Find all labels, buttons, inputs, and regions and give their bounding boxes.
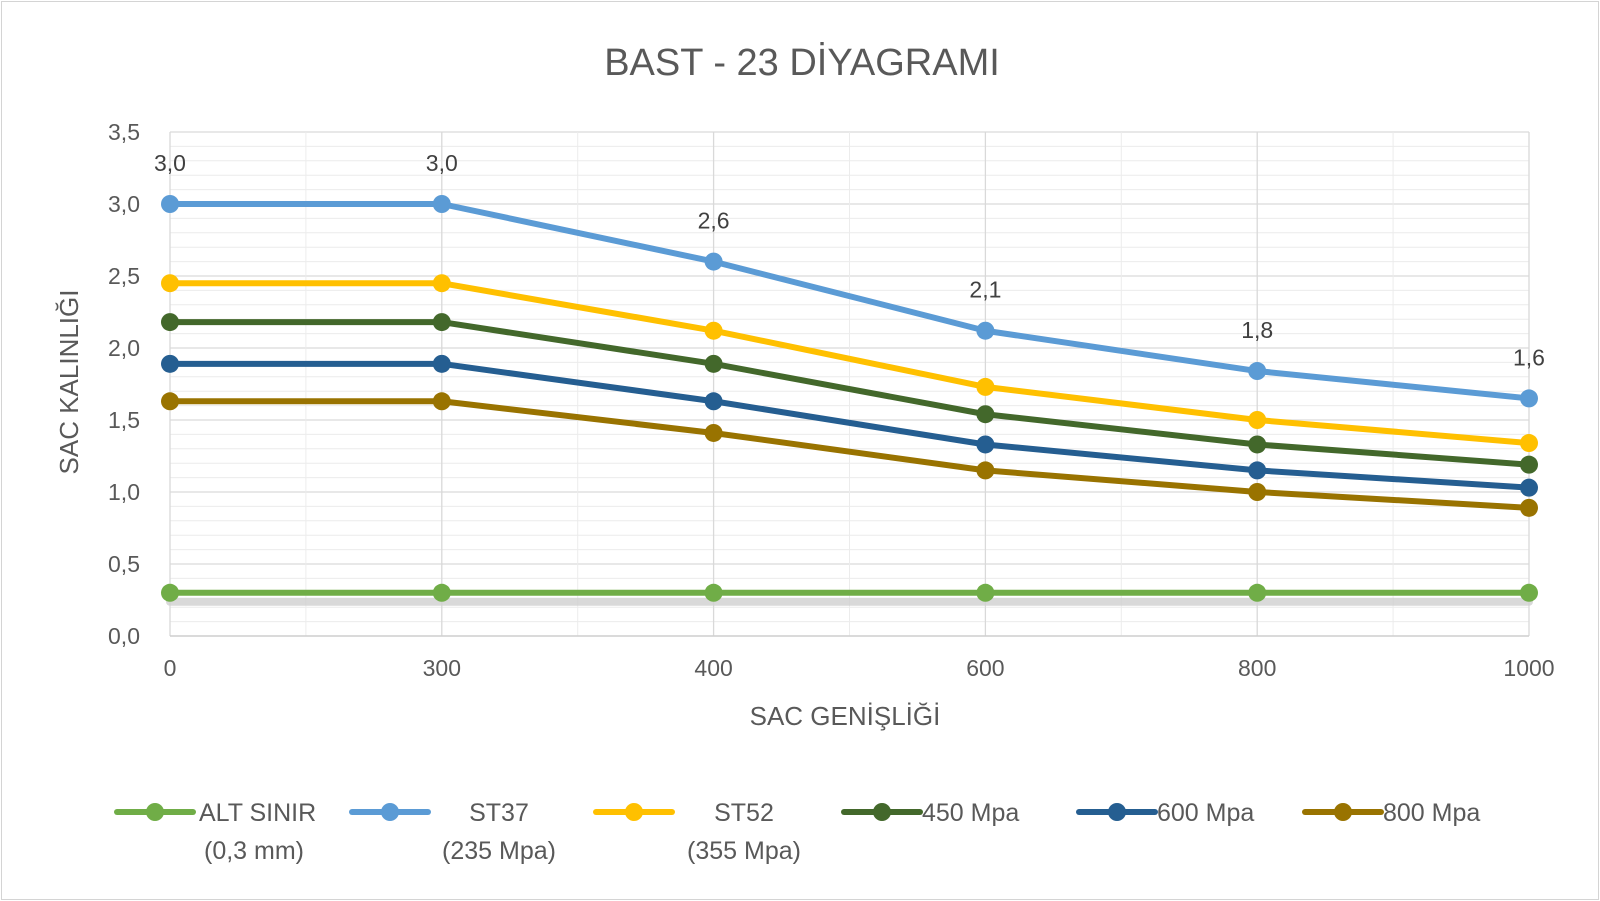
x-tick-label: 400: [694, 655, 732, 681]
data-point-alt: [1520, 583, 1538, 602]
data-point-alt: [1248, 583, 1267, 602]
data-point-m800: [161, 392, 179, 411]
data-point-m450: [976, 405, 995, 424]
data-labels: 3,0 3,0 2,6 2,1 1,8 1,6: [154, 150, 1545, 370]
data-point-st37: [1520, 389, 1538, 408]
y-tick-label: 1,0: [108, 479, 140, 505]
legend-label: ALT SINIR: [199, 799, 316, 827]
data-point-m800: [432, 392, 451, 411]
data-label: 1,6: [1513, 344, 1545, 370]
data-point-m450: [161, 313, 179, 332]
legend-marker: [1108, 803, 1126, 821]
legend-label: ST37: [469, 799, 529, 827]
legend-sublabel: (0,3 mm): [204, 837, 304, 865]
data-label: 3,0: [154, 150, 186, 176]
series-st37: [161, 195, 1538, 408]
legend-label: 800 Mpa: [1383, 799, 1480, 827]
data-label: 1,8: [1241, 317, 1273, 343]
series-line-m600: [167, 360, 1532, 491]
legend-item-alt: ALT SINIR (0,3 mm): [114, 799, 316, 865]
legend-label: 450 Mpa: [922, 799, 1019, 827]
data-point-m600: [704, 392, 723, 411]
data-point-m450: [432, 313, 451, 332]
legend-item-m450: 450 Mpa: [841, 799, 1019, 827]
data-point-m600: [432, 354, 451, 373]
data-point-alt: [161, 583, 179, 602]
data-point-st37: [976, 321, 995, 340]
data-point-m600: [976, 435, 995, 454]
y-tick-label: 3,0: [108, 191, 140, 217]
data-point-alt: [704, 583, 723, 602]
legend-marker: [873, 803, 891, 821]
series-m600: [161, 354, 1538, 497]
legend: ALT SINIR (0,3 mm) ST37 (235 Mpa) ST52 (355 M…: [114, 799, 1480, 865]
legend-item-m800: 800 Mpa: [1302, 799, 1480, 827]
data-point-m450: [1248, 435, 1267, 454]
data-point-m800: [704, 423, 723, 442]
y-tick-label: 2,5: [108, 263, 140, 289]
x-tick-label: 300: [423, 655, 461, 681]
legend-item-m600: 600 Mpa: [1076, 799, 1254, 827]
legend-marker: [1334, 803, 1352, 821]
data-label: 3,0: [426, 150, 458, 176]
data-point-m600: [1520, 478, 1538, 497]
chart-title: BAST - 23 DİYAGRAMI: [604, 41, 1000, 84]
data-point-alt: [432, 583, 451, 602]
series-line-m450: [167, 319, 1532, 468]
y-tick-label: 0,0: [108, 623, 140, 649]
data-point-st52: [1520, 434, 1538, 453]
data-point-st52: [161, 274, 179, 293]
data-point-m800: [976, 461, 995, 480]
series-m450: [161, 313, 1538, 474]
legend-label: 600 Mpa: [1157, 799, 1254, 827]
series-m800: [161, 392, 1538, 517]
series-line-st52: [167, 280, 1532, 447]
data-point-m800: [1520, 498, 1538, 517]
data-label: 2,6: [698, 208, 730, 234]
data-point-m800: [1248, 483, 1267, 501]
legend-marker: [146, 803, 164, 821]
data-point-alt: [976, 583, 995, 602]
y-tick-label: 0,5: [108, 551, 140, 577]
series-layer: [161, 195, 1538, 606]
data-label: 2,1: [969, 277, 1001, 303]
data-point-m600: [1248, 461, 1267, 480]
series-line-m800: [167, 398, 1532, 511]
y-tick-label: 1,5: [108, 407, 140, 433]
data-point-st52: [976, 377, 995, 396]
data-point-m450: [704, 354, 723, 373]
series-alt: [161, 583, 1538, 606]
legend-item-st37: ST37 (235 Mpa): [349, 799, 556, 865]
data-point-st37: [1248, 362, 1267, 381]
series-st52: [161, 274, 1538, 453]
series-line-st37: [167, 201, 1532, 402]
data-point-st37: [704, 252, 723, 271]
legend-marker: [381, 803, 399, 821]
data-point-st52: [1248, 411, 1267, 429]
legend-label: ST52: [714, 799, 774, 827]
y-axis-title: SAC KALINLIĞI: [54, 290, 84, 475]
legend-sublabel: (355 Mpa): [687, 837, 801, 865]
x-tick-label: 1000: [1503, 655, 1554, 681]
grid-lines: [169, 131, 1530, 637]
data-point-m450: [1520, 455, 1538, 474]
data-point-st52: [704, 321, 723, 340]
axis-ticks: 0,0 0,5 1,0 1,5 2,0 2,5 3,0 3,5 0 300 400 600 800 100…: [108, 119, 1555, 681]
data-point-st52: [432, 274, 451, 293]
legend-item-st52: ST52 (355 Mpa): [593, 799, 801, 865]
y-tick-label: 3,5: [108, 119, 140, 145]
x-tick-label: 600: [966, 655, 1004, 681]
y-tick-label: 2,0: [108, 335, 140, 361]
data-point-m600: [161, 354, 179, 373]
legend-sublabel: (235 Mpa): [442, 837, 556, 865]
data-point-st37: [161, 195, 179, 213]
data-point-st37: [432, 195, 451, 213]
x-tick-label: 0: [164, 655, 177, 681]
legend-marker: [625, 803, 643, 821]
x-axis-title: SAC GENİŞLİĞİ: [750, 701, 941, 731]
x-tick-label: 800: [1238, 655, 1276, 681]
